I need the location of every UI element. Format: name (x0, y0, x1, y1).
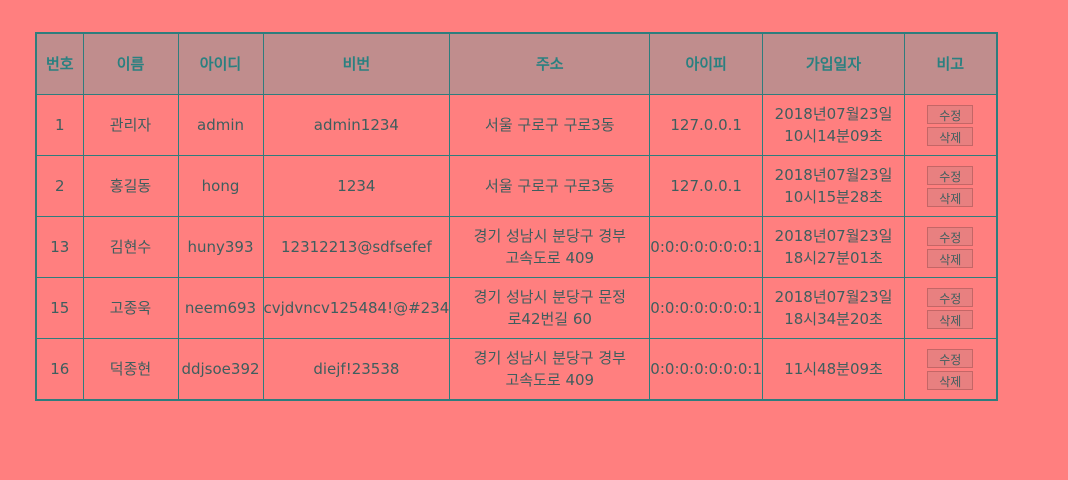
cell-password: cvjdvncv125484!@#234 (262, 277, 451, 339)
edit-button[interactable]: 수정 (927, 348, 974, 368)
join-date-line: 10시15분28초 (784, 188, 883, 206)
cell-number: 1 (35, 94, 84, 156)
cell-ip: 0:0:0:0:0:0:0:1 (649, 338, 764, 401)
cell-name: 덕종현 (82, 338, 179, 401)
cell-name: 홍길동 (82, 155, 179, 217)
address-line: 로42번길 60 (507, 310, 592, 328)
cell-actions: 수정 삭제 (904, 277, 998, 339)
cell-password: admin1234 (262, 94, 451, 156)
cell-join-date: 2018년07월23일 18시34분20초 (762, 277, 906, 339)
row-action-buttons: 수정 삭제 (905, 287, 996, 329)
join-date-line: 2018년07월23일 (774, 166, 893, 184)
join-date-line: 11시48분09초 (784, 360, 883, 378)
cell-address: 서울 구로구 구로3동 (449, 155, 651, 217)
cell-number: 13 (35, 216, 84, 278)
address-line: 경기 성남시 분당구 경부 (473, 349, 626, 367)
cell-name: 김현수 (82, 216, 179, 278)
cell-password: 12312213@sdfsefef (262, 216, 451, 278)
cell-address: 서울 구로구 구로3동 (449, 94, 651, 156)
table-row: 16 덕종현 ddjsoe392 diejf!23538 경기 성남시 분당구 경부 고속… (35, 338, 998, 401)
cell-ip: 127.0.0.1 (649, 155, 764, 217)
table-row: 13 김현수 huny393 12312213@sdfsefef 경기 성남시 분당구 … (35, 216, 998, 278)
cell-join-date: 2018년07월23일 10시15분28초 (762, 155, 906, 217)
address-line: 고속도로 409 (505, 249, 595, 267)
delete-button[interactable]: 삭제 (927, 187, 974, 207)
header-number: 번호 (35, 32, 84, 95)
header-join-date: 가입일자 (762, 32, 906, 95)
row-action-buttons: 수정 삭제 (905, 104, 996, 146)
row-action-buttons: 수정 삭제 (905, 348, 996, 390)
join-date-line: 2018년07월23일 (774, 227, 893, 245)
cell-join-date: 11시48분09초 (762, 338, 906, 401)
cell-number: 2 (35, 155, 84, 217)
cell-id: huny393 (177, 216, 264, 278)
cell-join-date: 2018년07월23일 10시14분09초 (762, 94, 906, 156)
cell-actions: 수정 삭제 (904, 216, 998, 278)
header-id: 아이디 (177, 32, 264, 95)
header-password: 비번 (262, 32, 451, 95)
member-table: 번호 이름 아이디 비번 주소 아이피 가입일자 비고 1 관리자 admin adm… (35, 32, 998, 401)
cell-number: 15 (35, 277, 84, 339)
cell-name: 고종욱 (82, 277, 179, 339)
header-name: 이름 (82, 32, 179, 95)
cell-ip: 0:0:0:0:0:0:0:1 (649, 277, 764, 339)
header-address: 주소 (449, 32, 651, 95)
delete-button[interactable]: 삭제 (927, 370, 974, 390)
cell-id: hong (177, 155, 264, 217)
table-row: 15 고종욱 neem693 cvjdvncv125484!@#234 경기 성남시 분… (35, 277, 998, 339)
join-date-line: 18시34분20초 (784, 310, 883, 328)
edit-button[interactable]: 수정 (927, 226, 974, 246)
table-row: 1 관리자 admin admin1234 서울 구로구 구로3동 127.0.0.1 20… (35, 94, 998, 156)
address-line: 서울 구로구 구로3동 (485, 177, 615, 195)
cell-ip: 0:0:0:0:0:0:0:1 (649, 216, 764, 278)
header-ip: 아이피 (649, 32, 764, 95)
address-line: 고속도로 409 (505, 371, 595, 389)
join-date-line: 18시27분01초 (784, 249, 883, 267)
edit-button[interactable]: 수정 (927, 287, 974, 307)
address-line: 경기 성남시 분당구 경부 (473, 227, 626, 245)
edit-button[interactable]: 수정 (927, 104, 974, 124)
address-line: 서울 구로구 구로3동 (485, 116, 615, 134)
cell-actions: 수정 삭제 (904, 155, 998, 217)
row-action-buttons: 수정 삭제 (905, 165, 996, 207)
cell-password: 1234 (262, 155, 451, 217)
table-row: 2 홍길동 hong 1234 서울 구로구 구로3동 127.0.0.1 2018년07월… (35, 155, 998, 217)
cell-id: ddjsoe392 (177, 338, 264, 401)
member-table-container: 번호 이름 아이디 비번 주소 아이피 가입일자 비고 1 관리자 admin adm… (35, 32, 998, 401)
cell-actions: 수정 삭제 (904, 338, 998, 401)
edit-button[interactable]: 수정 (927, 165, 974, 185)
cell-ip: 127.0.0.1 (649, 94, 764, 156)
address-line: 경기 성남시 분당구 문정 (473, 288, 626, 306)
cell-name: 관리자 (82, 94, 179, 156)
delete-button[interactable]: 삭제 (927, 126, 974, 146)
join-date-line: 2018년07월23일 (774, 105, 893, 123)
delete-button[interactable]: 삭제 (927, 309, 974, 329)
table-body: 1 관리자 admin admin1234 서울 구로구 구로3동 127.0.0.1 20… (35, 94, 998, 401)
cell-id: neem693 (177, 277, 264, 339)
cell-id: admin (177, 94, 264, 156)
row-action-buttons: 수정 삭제 (905, 226, 996, 268)
cell-join-date: 2018년07월23일 18시27분01초 (762, 216, 906, 278)
table-header-row: 번호 이름 아이디 비번 주소 아이피 가입일자 비고 (35, 32, 998, 95)
cell-password: diejf!23538 (262, 338, 451, 401)
join-date-line: 10시14분09초 (784, 127, 883, 145)
delete-button[interactable]: 삭제 (927, 248, 974, 268)
cell-number: 16 (35, 338, 84, 401)
join-date-line: 2018년07월23일 (774, 288, 893, 306)
cell-actions: 수정 삭제 (904, 94, 998, 156)
header-note: 비고 (904, 32, 998, 95)
